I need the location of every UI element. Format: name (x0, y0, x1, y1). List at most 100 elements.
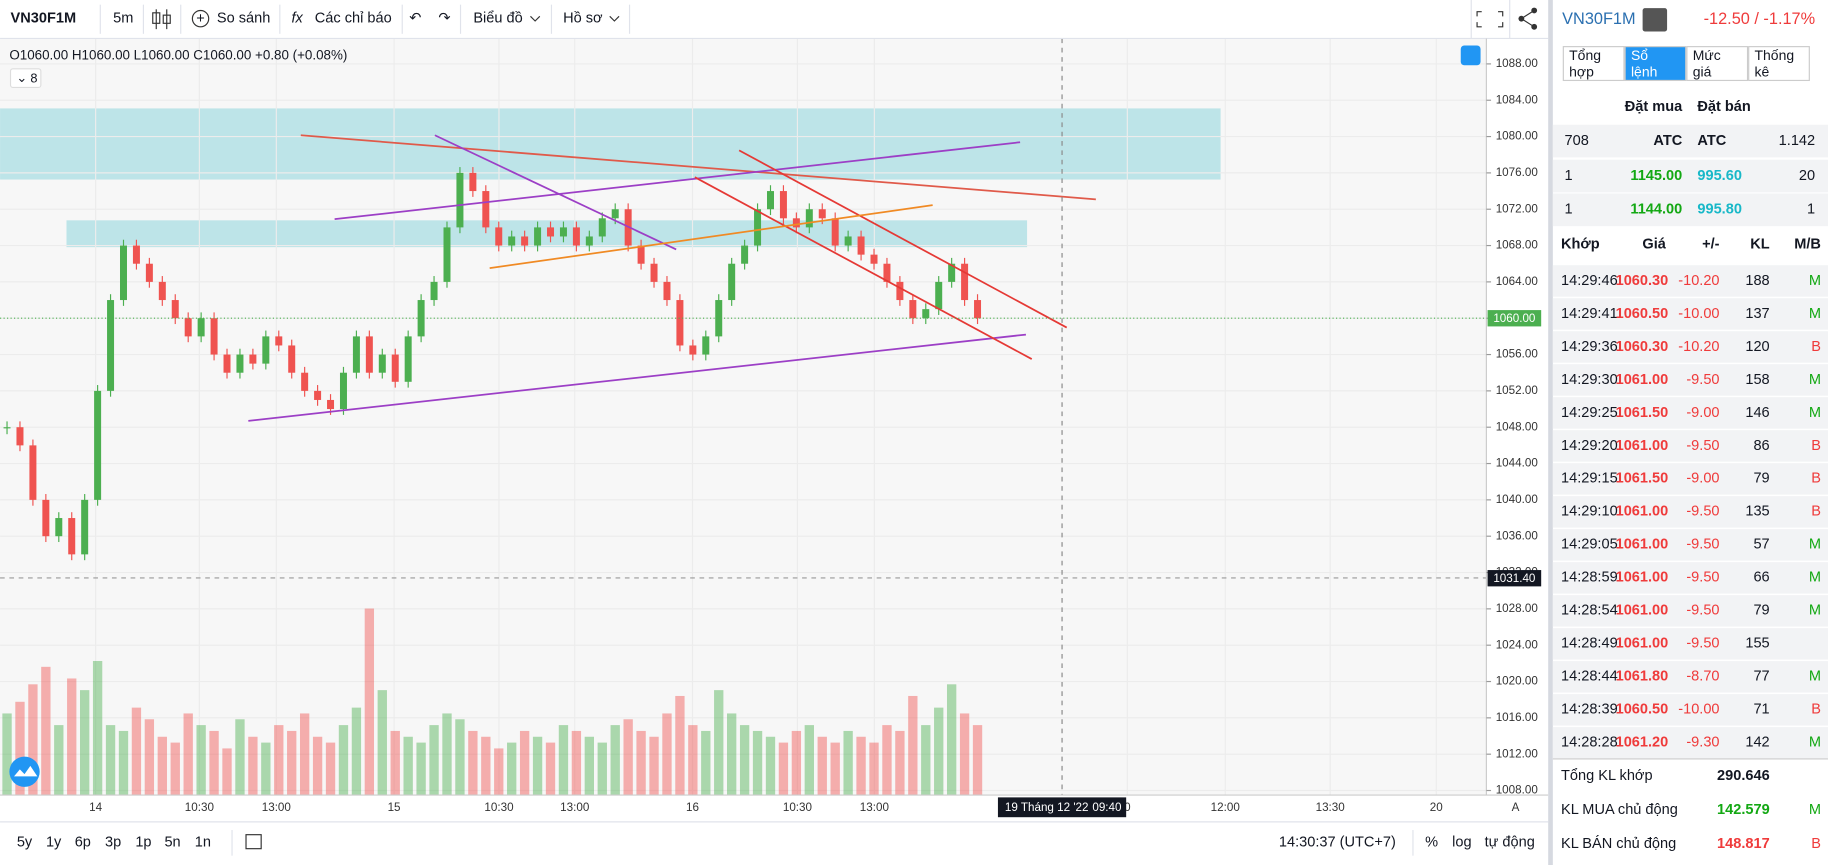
icon[interactable] (191, 9, 210, 28)
marker-price: 1031.40 (1493, 572, 1536, 585)
date-range-icon[interactable] (245, 834, 262, 850)
volume-bar (688, 725, 698, 796)
edit-btn[interactable] (1642, 8, 1668, 32)
y-tick-label: 1052.00 (1496, 384, 1539, 397)
volume-bar (882, 725, 892, 796)
y-tick-label: 1016.00 (1496, 711, 1539, 724)
volume-bar (752, 730, 763, 796)
chart-menu[interactable]: Biểu đồ (473, 10, 522, 26)
row-bg (1552, 529, 1828, 561)
candle (974, 300, 982, 319)
trend-line (738, 149, 1068, 329)
volume-bar (274, 725, 284, 796)
candle (378, 354, 386, 373)
axis-mode[interactable]: A (1512, 801, 1520, 814)
volume-bar (584, 736, 594, 796)
range-btn[interactable]: 5n (164, 835, 180, 851)
trade-cell: 1061.00 (1616, 570, 1669, 586)
indicators[interactable]: Các chỉ báo (315, 10, 392, 26)
icon[interactable] (152, 9, 171, 30)
trade-cell: B (1811, 702, 1821, 718)
range-btn[interactable]: 3p (105, 835, 121, 851)
candle (81, 499, 89, 555)
trade-cell: 66 (1753, 570, 1769, 586)
trade-cell: 1061.00 (1616, 636, 1669, 652)
volume-bar (28, 684, 38, 796)
total-side: B (1811, 836, 1821, 852)
candle (715, 300, 723, 337)
cell: ATC (1653, 133, 1682, 149)
range-btn[interactable]: 1p (135, 835, 151, 851)
x-tick-label: 13:00 (860, 801, 890, 814)
scale-opt[interactable]: log (1452, 835, 1471, 851)
trade-head: Khớp (1561, 237, 1600, 253)
last-price-box (1487, 310, 1542, 327)
volume-bar (519, 730, 530, 796)
volume-bar (2, 713, 12, 796)
candle (404, 336, 412, 382)
volume-bar (895, 730, 905, 796)
ohlc-legend: O1060.00 H1060.00 L1060.00 C1060.00 +0.8… (9, 48, 347, 63)
cell: 995.80 (1697, 202, 1742, 218)
y-tick-label: 1088.00 (1496, 57, 1539, 70)
candle (3, 427, 11, 429)
volume-bar (325, 742, 336, 796)
trade-cell: M (1809, 273, 1821, 289)
y-tick-label: 1036.00 (1496, 529, 1539, 542)
candle (741, 245, 749, 264)
volume-bar (351, 707, 362, 796)
trade-cell: 77 (1753, 669, 1769, 685)
range-btn[interactable]: 5y (17, 835, 33, 851)
settings-btn[interactable] (1460, 45, 1481, 66)
range-btn[interactable]: 1y (46, 835, 62, 851)
candle (909, 300, 917, 319)
row-bg (1552, 496, 1828, 528)
icon: fx (291, 10, 303, 26)
trade-head: Giá (1642, 237, 1666, 253)
volume-bar (739, 725, 750, 796)
trade-cell: 14:29:10 (1561, 504, 1618, 520)
logo-mark (14, 765, 38, 777)
indicator-toggle[interactable] (9, 68, 42, 89)
volume-bar (934, 707, 944, 796)
y-tick-label: 1068.00 (1496, 239, 1539, 252)
candle (145, 263, 153, 282)
volume-bar (416, 742, 426, 796)
side-panel: VN30F1M -12.50 / -1.17% Tổng hợp Sổ lệnh Mức… (1552, 8, 1828, 852)
fullscreen[interactable] (1476, 11, 1504, 28)
volume-bar (442, 713, 452, 796)
redo[interactable]: ↷ (438, 10, 451, 26)
scale-opt[interactable]: tự động (1485, 835, 1535, 851)
volume-bar (377, 690, 387, 796)
interval[interactable]: 5m (113, 10, 133, 26)
volume-bar (921, 725, 931, 796)
tab[interactable] (1562, 46, 1625, 82)
y-tick-label: 1020.00 (1496, 675, 1539, 688)
trade-cell: -9.30 (1686, 735, 1719, 751)
tab[interactable] (1748, 46, 1810, 82)
total-label: KL MUA chủ động (1561, 802, 1678, 818)
range-btn[interactable]: 1n (195, 835, 211, 851)
trade-cell: 14:29:30 (1561, 372, 1618, 388)
row-bg (1552, 727, 1828, 759)
compare[interactable]: So sánh (217, 10, 270, 26)
trade-cell: 1060.50 (1616, 702, 1669, 718)
tab[interactable] (1686, 46, 1749, 82)
trade-cell: -10.20 (1678, 339, 1719, 355)
profile-menu[interactable]: Hồ sơ (563, 10, 603, 26)
symbol[interactable]: VN30F1M (11, 10, 77, 26)
volume-bar (597, 742, 607, 796)
trade-cell: 14:28:39 (1561, 702, 1618, 718)
candle (611, 209, 619, 219)
clock: 14:30:37 (UTC+7) (1279, 835, 1396, 851)
cell: 1145.00 (1630, 168, 1682, 184)
volume-bar (429, 725, 439, 796)
scale-opt[interactable]: % (1425, 835, 1438, 851)
range-btn[interactable]: 6p (75, 835, 91, 851)
trade-cell: 1061.20 (1616, 735, 1669, 751)
tab[interactable] (1624, 46, 1687, 82)
cell: 20 (1799, 168, 1815, 184)
trade-cell: 79 (1753, 603, 1769, 619)
undo[interactable]: ↶ (409, 10, 421, 26)
row-bg (1552, 430, 1828, 462)
